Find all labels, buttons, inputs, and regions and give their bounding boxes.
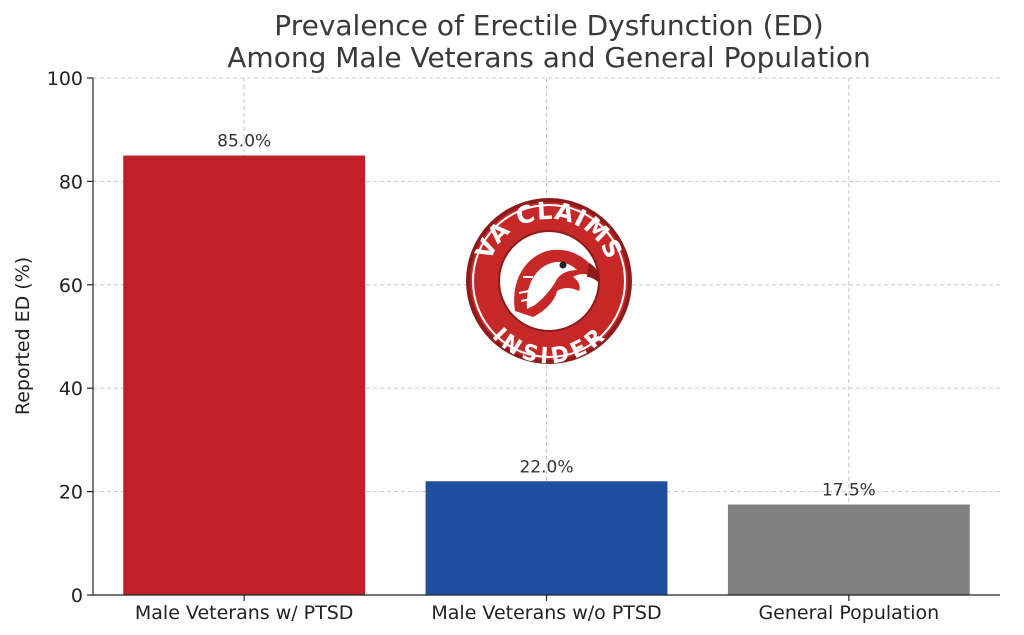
y-tick-label: 100 [47,68,83,90]
y-tick-label: 60 [59,275,83,297]
logo-ring-border [472,204,626,358]
bar [727,504,970,595]
va-claims-insider-logo: VA CLAIMS INSIDER [466,197,632,369]
x-tick-label: General Population [758,602,939,624]
y-tick-label: 40 [59,378,83,400]
y-tick-label: 20 [59,482,83,504]
chart-title-line-1: Prevalence of Erectile Dysfunction (ED) [274,9,823,42]
chart-title: Prevalence of Erectile Dysfunction (ED) … [227,9,870,74]
eagle-head-icon [514,249,600,317]
x-tick-label: Male Veterans w/ PTSD [135,602,354,624]
y-axis-label: Reported ED (%) [12,257,34,415]
bar-value-label: 85.0% [217,132,271,152]
chart-title-line-2: Among Male Veterans and General Populati… [227,41,870,74]
bar [123,155,366,596]
bars: 85.0% 22.0% 17.5% [123,132,970,596]
x-tick-label: Male Veterans w/o PTSD [431,602,661,624]
bar-value-label: 17.5% [822,481,876,501]
bar [425,481,668,595]
y-tick-label: 80 [59,171,83,193]
axes: 0 20 40 60 80 100 Male Veterans w/ PTSD Male Ve… [47,68,1000,624]
y-tick-label: 0 [71,585,83,607]
bar-value-label: 22.0% [519,457,573,477]
